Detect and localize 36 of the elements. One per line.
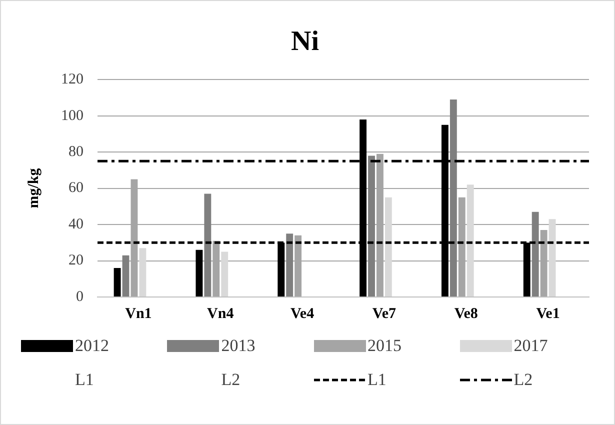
y-tick-label: 100 (61, 108, 84, 124)
legend-label: 2013 (221, 336, 256, 356)
x-tick-label: Ve8 (454, 306, 478, 322)
bar (466, 184, 474, 296)
bar (196, 250, 203, 296)
y-tick-label: 0 (76, 288, 84, 305)
legend-label: 2012 (75, 336, 109, 356)
x-tick-label: Ve7 (372, 306, 397, 322)
text: L1 (75, 370, 94, 390)
y-tick-label: 40 (68, 216, 84, 232)
legend-label: 2017 (514, 336, 548, 356)
x-tick-label: Vn4 (207, 306, 234, 322)
bar (286, 234, 294, 296)
legend-label: L2 (514, 370, 533, 390)
text: L2 (221, 370, 240, 390)
bar (368, 156, 375, 296)
bar (139, 248, 146, 296)
y-tick-label: 80 (68, 144, 84, 160)
bar (450, 100, 457, 296)
x-tick-label: Ve1 (536, 306, 560, 322)
bar (204, 194, 212, 296)
y-tick-label: 120 (61, 72, 84, 88)
y-tick-label: 60 (68, 180, 84, 196)
y-tick-label: 20 (68, 252, 84, 269)
chart-title: Ni (291, 26, 320, 58)
bar (384, 197, 392, 296)
legend-label: L1 (368, 370, 386, 390)
legend-label: 2015 (368, 336, 402, 356)
bar (221, 252, 228, 296)
y-axis-title: mg/kg (26, 168, 42, 208)
bar (122, 255, 130, 296)
x-tick-label: Ve4 (290, 306, 315, 322)
x-tick-label: Vn1 (125, 306, 152, 322)
bar (532, 212, 539, 296)
bar (114, 268, 121, 296)
bar (548, 219, 556, 296)
